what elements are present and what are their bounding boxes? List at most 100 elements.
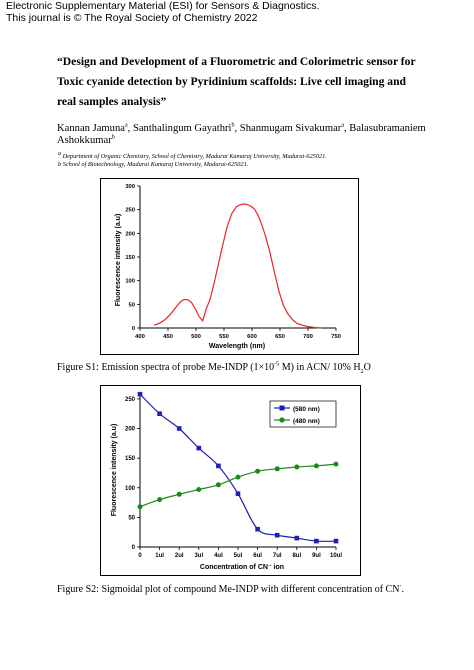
author-separator: , [343, 123, 350, 134]
journal-header: Electronic Supplementary Material (ESI) … [6, 0, 319, 24]
x-tick-label: 3ul [194, 553, 203, 559]
y-tick-label: 0 [132, 326, 135, 332]
data-point-580 [294, 535, 300, 541]
caption-text: Figure S1: Emission spectra of probe Me-… [57, 362, 275, 373]
data-point-580 [274, 532, 280, 538]
x-tick-label: 0 [138, 553, 142, 559]
data-point-580 [235, 491, 241, 496]
data-point-480 [215, 482, 221, 488]
x-tick-label: 400 [135, 334, 145, 340]
data-point-580 [314, 538, 319, 544]
author-name: Balasubramaniem Ashokkumar [57, 123, 426, 146]
data-point-580 [196, 445, 202, 451]
x-tick-label: 4ul [214, 553, 223, 559]
x-tick-label: 450 [163, 334, 173, 340]
data-point-580 [157, 411, 162, 416]
author-name: Santhalingum Gayathri [132, 123, 232, 134]
data-point-480 [274, 466, 280, 472]
x-tick-label: 750 [331, 334, 341, 340]
legend-label-480: (480 nm) [293, 418, 320, 425]
y-tick-label: 300 [125, 184, 135, 190]
x-tick-label: 1ul [155, 553, 164, 559]
caption-text: Figure S2: Sigmoidal plot of compound Me… [57, 584, 400, 595]
legend-label-580: (580 nm) [293, 406, 320, 413]
author-separator: , [234, 123, 240, 134]
y-axis-label: Fluorescence intensity (a.u) [111, 424, 118, 517]
caption-text: M) in ACN/ 10% H [279, 362, 361, 373]
author-affil-mark: a [341, 122, 344, 129]
x-tick-label: 7ul [273, 553, 282, 559]
data-point-480 [333, 461, 339, 467]
figure-s2-caption: Figure S2: Sigmoidal plot of compound Me… [57, 584, 404, 596]
author-separator: , [127, 123, 133, 134]
affiliation-a: a Department of Organic Chemistry, Schoo… [58, 150, 428, 161]
journal-header-line2: This journal is © The Royal Society of C… [6, 12, 258, 24]
author-name: Shanmugam Sivakumar [239, 123, 342, 134]
x-tick-label: 10ul [330, 553, 342, 559]
journal-header-line1: Electronic Supplementary Material (ESI) … [6, 0, 320, 12]
y-tick-label: 50 [128, 515, 135, 521]
figure-s1-caption: Figure S1: Emission spectra of probe Me-… [57, 361, 371, 375]
y-tick-label: 200 [125, 231, 135, 237]
y-tick-label: 150 [125, 456, 136, 462]
legend-box [269, 400, 337, 428]
caption-sup: - [399, 583, 402, 590]
data-point-580 [176, 426, 182, 431]
y-tick-label: 150 [125, 255, 135, 261]
y-tick-label: 0 [132, 545, 136, 551]
y-tick-label: 250 [125, 208, 135, 214]
x-tick-label: 2ul [175, 553, 184, 559]
y-axis-label: Fluorescence intensity (a.u) [115, 214, 122, 307]
author-list: Kannan Jamunaa, Santhalingum Gayathrib, … [57, 122, 427, 147]
x-axis-label: Wavelength (nm) [209, 343, 265, 350]
author-affil-mark: a [124, 122, 128, 129]
x-tick-label: 500 [191, 334, 201, 340]
x-tick-label: 700 [303, 334, 313, 340]
x-tick-label: 650 [275, 334, 285, 340]
figure-s1-emission-chart: 400 450 500 550 600 650 700 750 0 50 100 150 200 250 3… [100, 178, 359, 355]
data-point-580 [216, 463, 221, 469]
affil-mark: a [58, 150, 61, 157]
legend: (580 nm) (480 nm) [269, 400, 337, 428]
x-tick-label: 600 [247, 334, 257, 340]
data-point-580 [255, 526, 260, 532]
caption-sup: -5 [274, 361, 280, 368]
figure-s1-frame [100, 178, 359, 355]
data-point-480 [137, 504, 143, 510]
author-affil-mark: b [231, 122, 235, 129]
x-tick-label: 8ul [292, 553, 301, 559]
legend-marker-580 [279, 405, 285, 411]
y-tick-label: 100 [125, 486, 136, 492]
data-point-580 [137, 391, 143, 397]
x-tick-label: 6ul [253, 553, 262, 559]
affil-text: Department of Organic Chemistry, School … [61, 153, 327, 160]
x-tick-label: 5ul [234, 553, 243, 559]
caption-text: . [401, 584, 404, 595]
data-point-480 [157, 497, 163, 503]
data-point-480 [313, 463, 319, 469]
x-axis-label: Concentration of CN⁻ ion [200, 564, 284, 571]
data-point-480 [235, 474, 241, 480]
x-tick-label: 9ul [312, 553, 321, 559]
data-point-580 [333, 538, 339, 544]
data-point-480 [255, 468, 261, 474]
y-tick-label: 50 [129, 302, 135, 308]
affiliations: a Department of Organic Chemistry, Schoo… [58, 150, 428, 169]
caption-text: O [363, 362, 371, 373]
data-point-480 [176, 491, 182, 497]
y-tick-label: 100 [125, 279, 135, 285]
paper-title: “Design and Development of a Fluorometri… [57, 55, 416, 108]
x-tick-label: 550 [219, 334, 229, 340]
data-point-480 [294, 464, 300, 470]
series-line-emission [153, 203, 323, 329]
caption-sub: 2 [360, 369, 364, 375]
y-tick-label: 200 [125, 427, 136, 433]
author-name: Kannan Jamuna [57, 123, 125, 134]
affiliation-b: b School of Biotechnology, Madurai Kamar… [58, 161, 428, 169]
figure-s2-sigmoidal-chart: 0 1ul 2ul 3ul 4ul 5ul 6ul 7ul 8ul 9ul 10ul 0 50 100 15… [100, 385, 361, 576]
data-point-480 [196, 487, 202, 492]
affil-text: b School of Biotechnology, Madurai Kamar… [58, 161, 249, 168]
legend-marker-480 [279, 417, 285, 423]
author-affil-mark: b [111, 134, 115, 141]
y-tick-label: 250 [125, 397, 136, 403]
